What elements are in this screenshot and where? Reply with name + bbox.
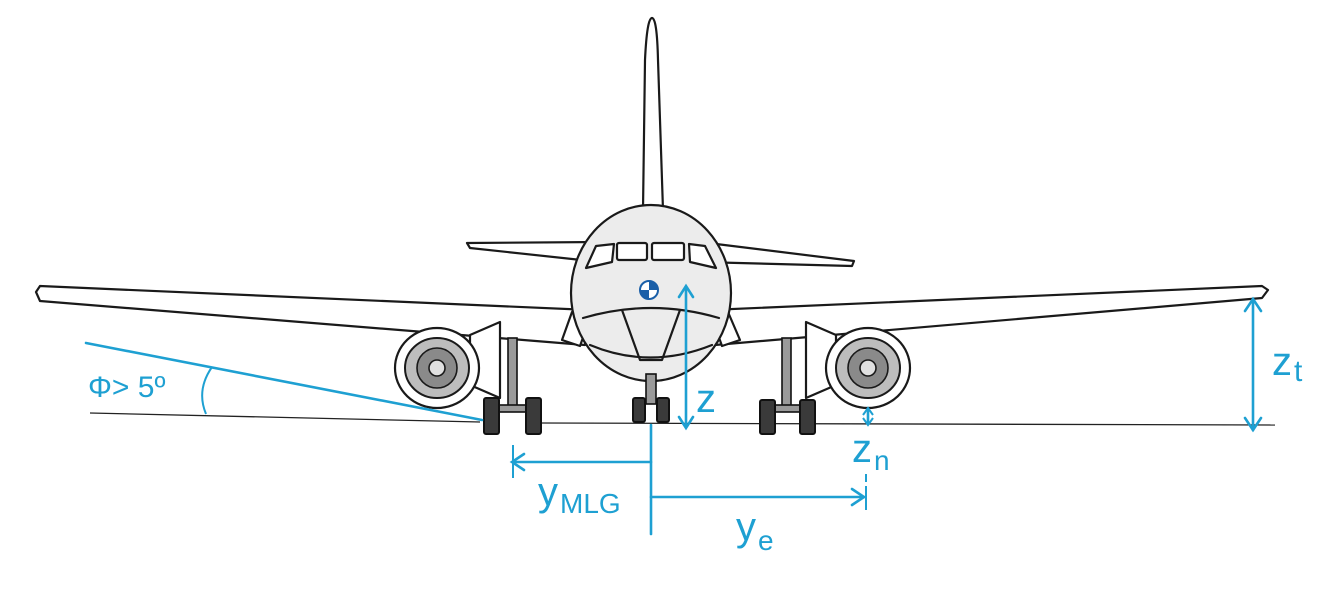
cockpit-window-right (687, 242, 718, 270)
ye-label: ye (736, 505, 774, 556)
bank-angle-indicator (84, 341, 484, 422)
ymlg-label: yMLG (538, 470, 621, 519)
zt-label: zt (1272, 340, 1303, 388)
wing-left (34, 284, 592, 347)
ymlg-dimension (509, 445, 653, 478)
cockpit-window-left (584, 242, 616, 270)
z-label: z (696, 377, 716, 421)
zn-label: zn (852, 427, 890, 476)
nose-landing-gear (632, 373, 670, 423)
zt-dimension (1243, 296, 1263, 433)
vertical-tail (641, 16, 665, 212)
wing-right (708, 284, 1270, 347)
main-landing-gear-right (759, 337, 816, 435)
bank-angle-label: Φ> 5º (88, 371, 165, 404)
z-dimension (677, 283, 695, 431)
ground-line (89, 412, 1276, 426)
engine-left (393, 320, 502, 410)
zn-dimension (862, 406, 874, 482)
center-of-gravity-icon (639, 280, 659, 300)
cockpit-window-center-left (615, 241, 649, 262)
ye-dimension (649, 486, 867, 510)
cockpit-window-center-right (650, 241, 686, 262)
main-landing-gear-left (483, 337, 542, 435)
engine-right (804, 320, 912, 410)
